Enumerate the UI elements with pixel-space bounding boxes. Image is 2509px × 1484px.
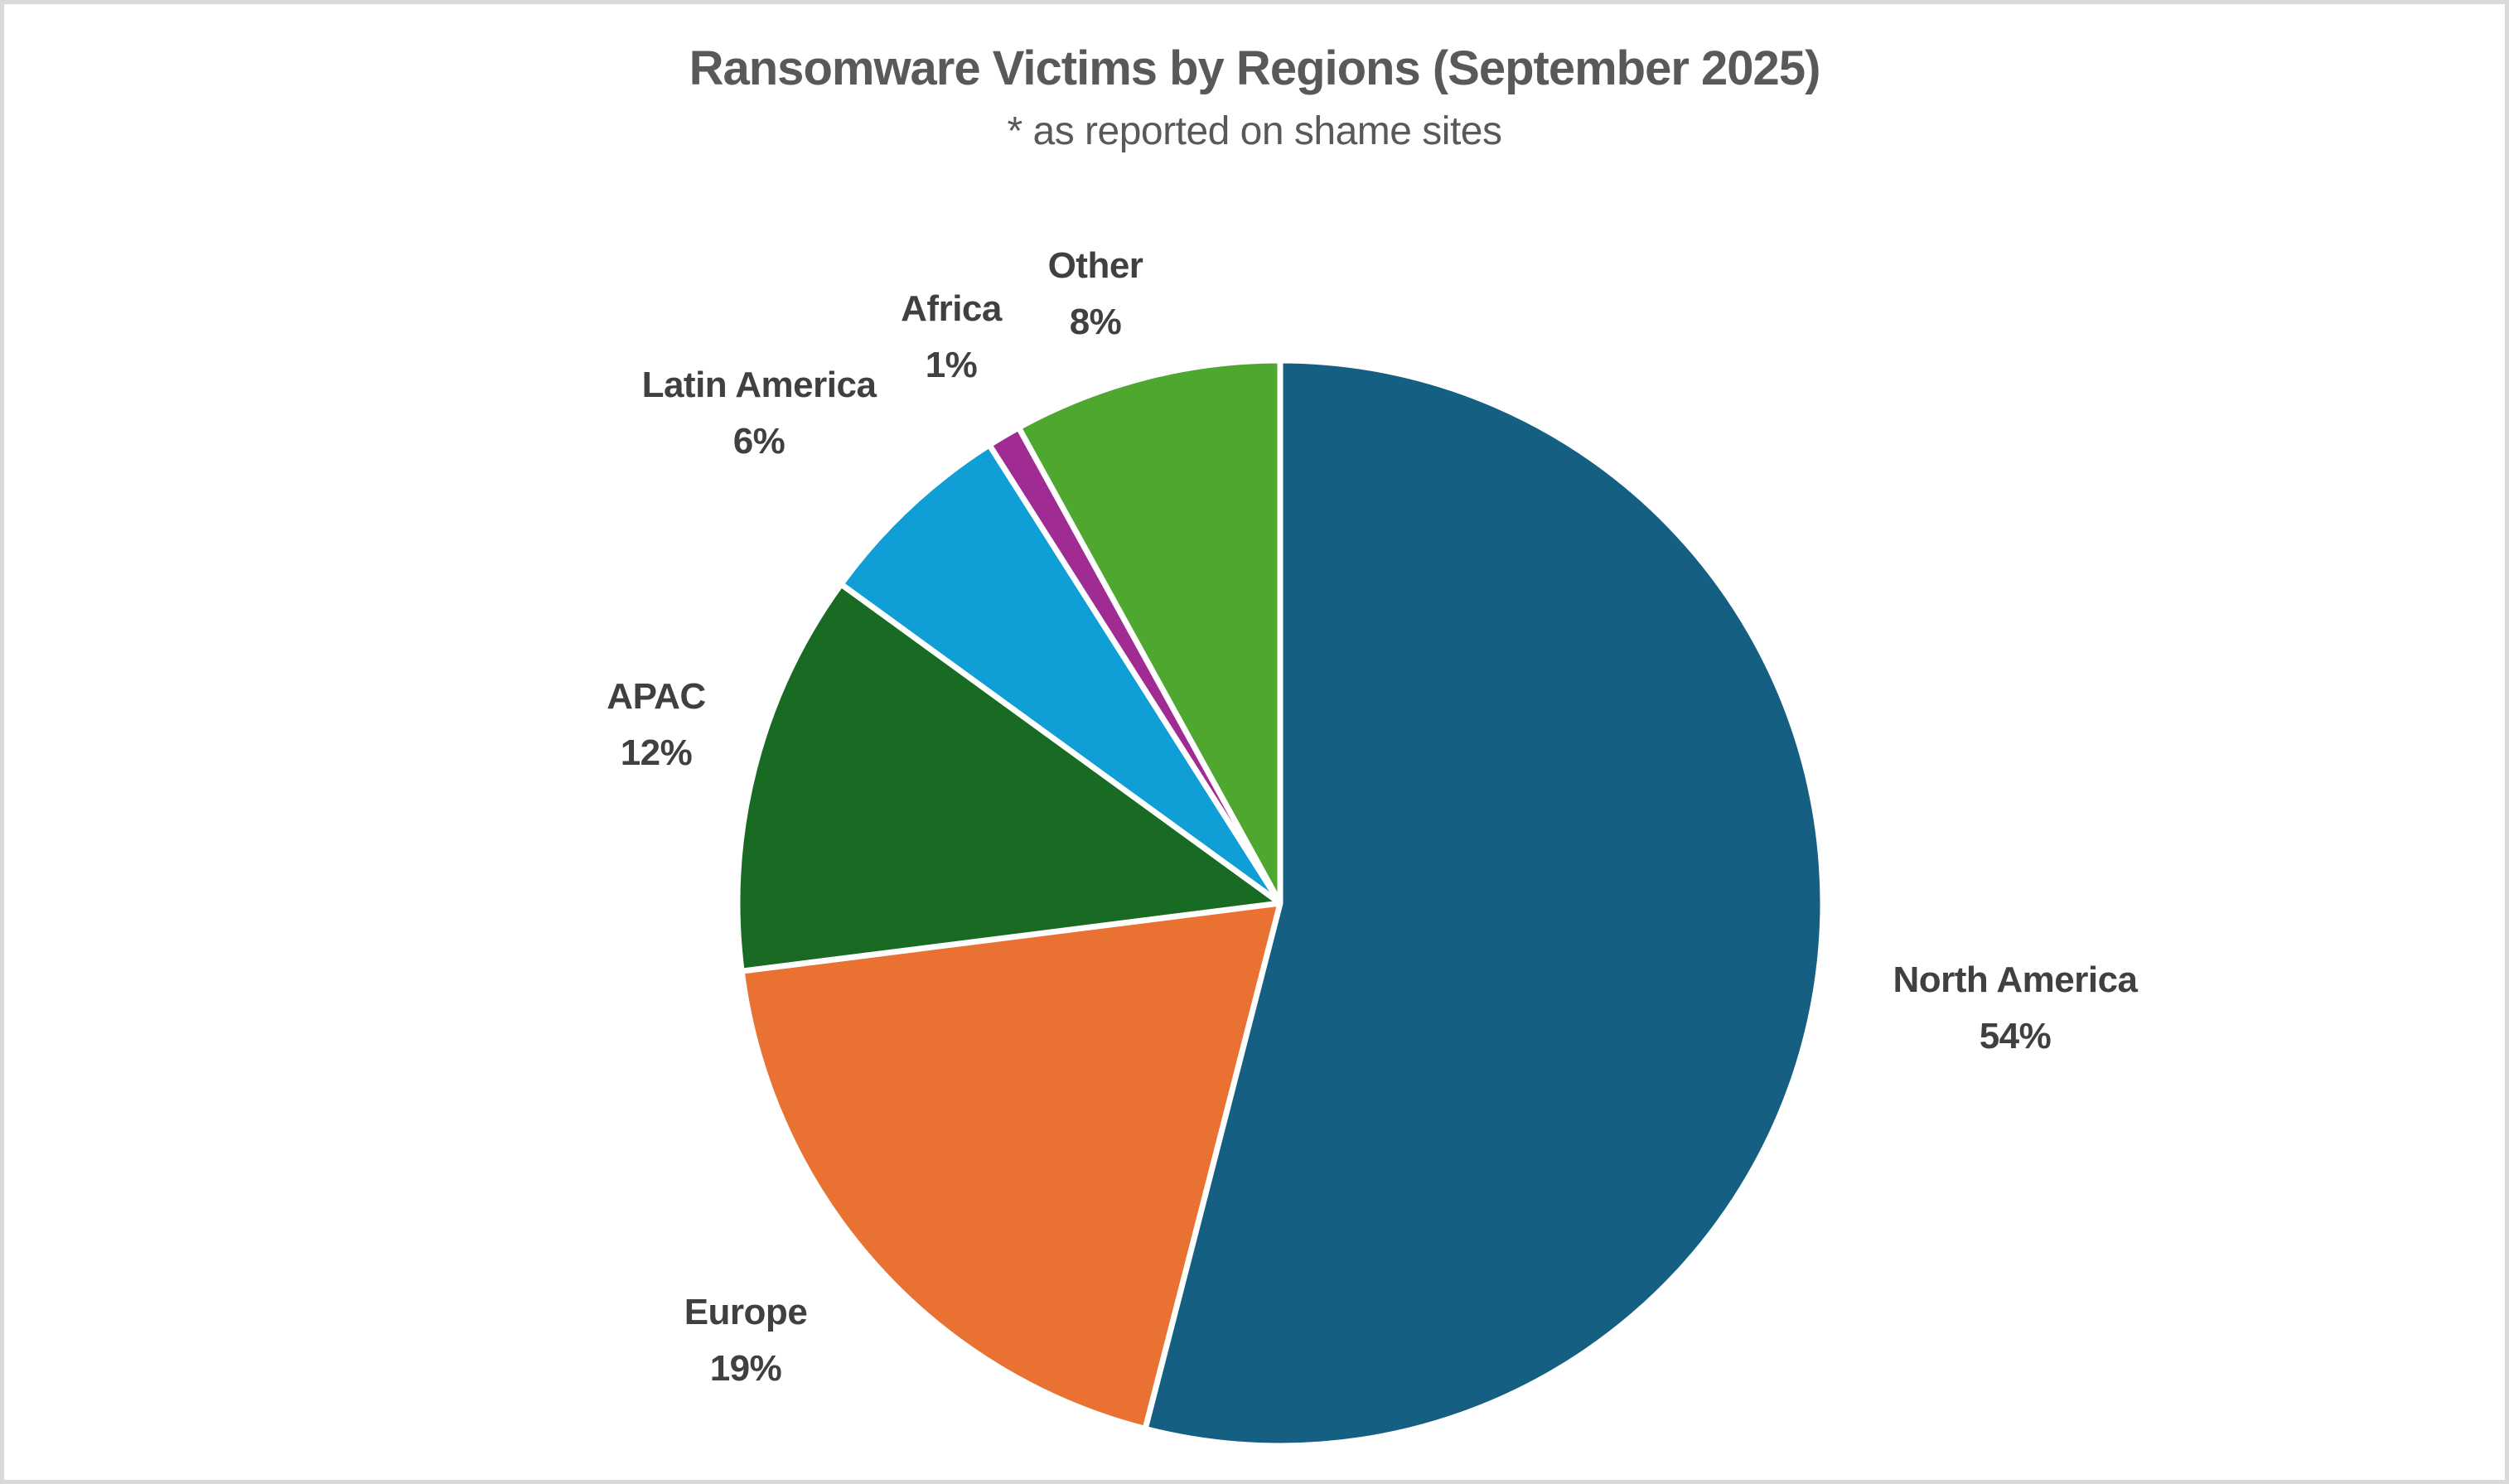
slice-name: North America <box>1893 960 2138 1000</box>
slice-name: Other <box>1047 245 1143 286</box>
pie-slice-europe <box>738 900 1284 1432</box>
slice-label-europe: Europe 19% <box>684 1284 808 1397</box>
chart-title: Ransomware Victims by Regions (September… <box>689 41 1821 95</box>
slice-percent: 1% <box>925 345 978 385</box>
pie-slice-apac <box>734 581 1284 974</box>
pie-slice-north-america <box>1142 357 1826 1449</box>
slice-label-north-america: North America 54% <box>1893 952 2138 1065</box>
slice-label-africa: Africa 1% <box>901 281 1002 394</box>
pie-slice-other <box>1015 357 1284 906</box>
slice-percent: 12% <box>620 732 693 773</box>
slice-percent: 6% <box>732 421 786 462</box>
slice-name: APAC <box>607 676 706 717</box>
pie-slice-latin-america <box>838 442 1284 906</box>
slice-name: Latin America <box>641 365 877 405</box>
slice-percent: 54% <box>1979 1016 2052 1056</box>
slice-label-other: Other 8% <box>1048 238 1143 350</box>
slice-label-apac: APAC 12% <box>607 669 706 781</box>
slice-name: Europe <box>684 1292 808 1332</box>
chart-subtitle: * as reported on shame sites <box>1007 109 1503 153</box>
slice-name: Africa <box>901 288 1002 329</box>
slice-label-latin-america: Latin America 6% <box>642 357 877 470</box>
slice-percent: 8% <box>1069 302 1122 342</box>
slice-percent: 19% <box>709 1348 782 1389</box>
pie-chart <box>734 357 1826 1449</box>
